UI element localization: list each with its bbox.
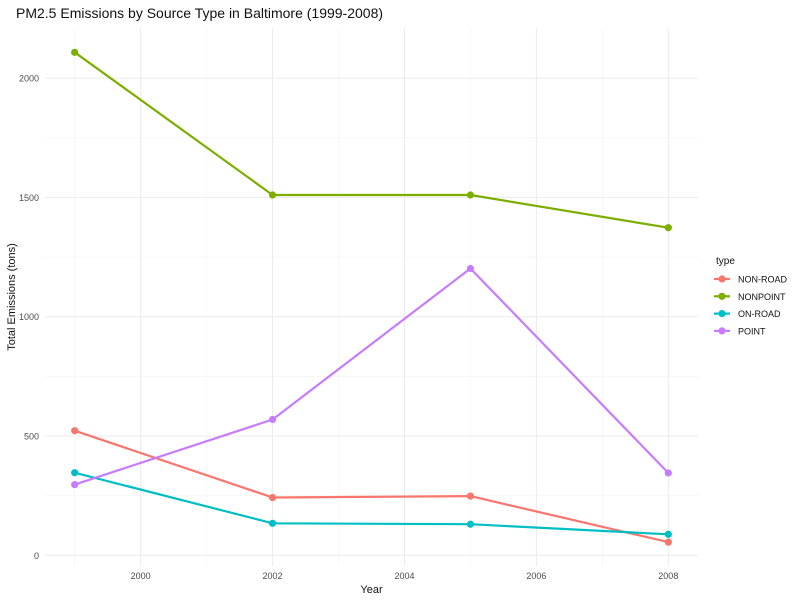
x-axis-title: Year	[360, 584, 383, 596]
legend-key-point	[718, 292, 726, 300]
legend-label: POINT	[738, 326, 766, 336]
x-tick-label: 2004	[394, 571, 414, 581]
data-point-non-road	[466, 492, 475, 500]
legend-label: ON-ROAD	[738, 309, 781, 319]
data-point-nonpoint	[268, 191, 277, 199]
legend-key-point	[718, 327, 726, 335]
x-tick-label: 2006	[526, 571, 546, 581]
series-line-on-road	[73, 471, 670, 536]
data-point-point	[664, 469, 672, 477]
x-tick-label: 2000	[131, 571, 151, 581]
data-point-non-road	[268, 493, 277, 502]
legend-key-point	[718, 310, 726, 318]
data-point-on-road	[664, 530, 672, 538]
series-line-nonpoint	[73, 51, 670, 229]
legend-title: type	[716, 256, 735, 267]
data-point-non-road	[71, 427, 79, 435]
chart-title: PM2.5 Emissions by Source Type in Baltim…	[16, 5, 384, 21]
legend-label: NONPOINT	[738, 292, 786, 302]
data-point-nonpoint	[664, 224, 672, 232]
data-point-on-road	[71, 469, 79, 477]
y-axis-title: Total Emissions (tons)	[6, 243, 18, 351]
legend-key-point	[718, 275, 726, 283]
y-tick-label: 1500	[19, 193, 39, 203]
data-point-on-road	[466, 520, 475, 528]
series-line-point	[73, 267, 670, 486]
data-point-nonpoint	[71, 48, 79, 56]
data-point-nonpoint	[466, 191, 475, 199]
data-point-non-road	[664, 538, 672, 546]
y-tick-label: 2000	[19, 74, 39, 84]
legend-label: NON-ROAD	[738, 275, 787, 285]
y-tick-label: 1000	[19, 312, 39, 322]
x-tick-label: 2008	[658, 571, 678, 581]
data-point-point	[268, 415, 277, 424]
data-point-point	[466, 264, 475, 273]
data-point-point	[71, 481, 79, 489]
data-point-on-road	[268, 519, 277, 527]
y-tick-label: 0	[34, 551, 39, 561]
y-tick-label: 500	[24, 431, 39, 441]
series-line-non-road	[73, 429, 670, 544]
x-tick-label: 2002	[263, 571, 283, 581]
